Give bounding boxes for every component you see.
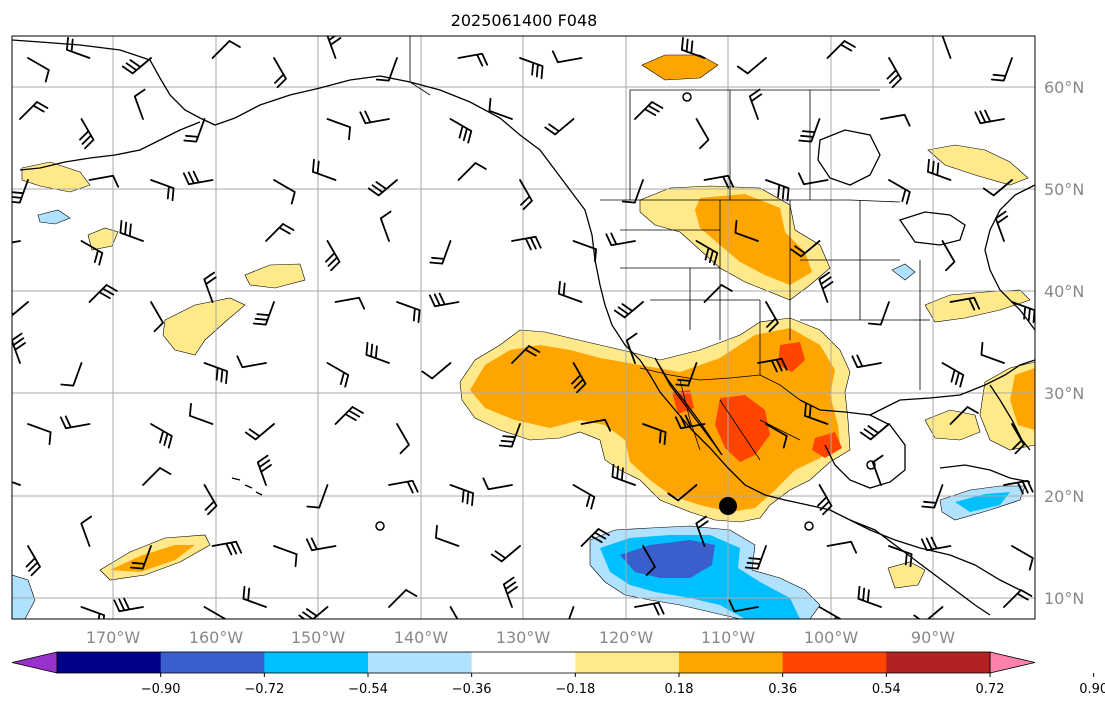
colorbar-label: −0.72	[244, 682, 284, 697]
colorbar-segment	[161, 652, 265, 673]
colorbar-segment	[575, 652, 679, 673]
colorbar-extend-high	[990, 652, 1035, 673]
lon-label: 140°W	[394, 628, 449, 647]
colorbar-label: 0.72	[976, 682, 1005, 697]
lon-label: 100°W	[804, 628, 859, 647]
lon-label: 90°W	[911, 628, 955, 647]
colorbar-label: −0.54	[348, 682, 388, 697]
colorbar-segment	[57, 652, 161, 673]
lat-label: 10°N	[1044, 589, 1084, 608]
lon-label: 120°W	[599, 628, 654, 647]
lat-label: 20°N	[1044, 487, 1084, 506]
colorbar-segment	[368, 652, 472, 673]
lon-label: 170°W	[86, 628, 141, 647]
lon-label: 160°W	[189, 628, 244, 647]
colorbar-label: −0.18	[555, 682, 595, 697]
lat-label: 40°N	[1044, 282, 1084, 301]
map-panel	[0, 29, 1035, 637]
colorbar-label: 0.18	[665, 682, 694, 697]
map-figure: 2025061400 F048	[0, 0, 1105, 712]
center-marker	[719, 497, 737, 515]
colorbar-label: 0.36	[768, 682, 797, 697]
colorbar-segment	[679, 652, 783, 673]
lon-label: 110°W	[701, 628, 756, 647]
colorbar-label: 0.54	[872, 682, 901, 697]
colorbar-segment	[472, 652, 576, 673]
map-title: 2025061400 F048	[451, 11, 598, 30]
colorbar-extend-low	[12, 652, 57, 673]
lat-label: 60°N	[1044, 78, 1084, 97]
lat-label: 30°N	[1044, 384, 1084, 403]
lon-label: 130°W	[496, 628, 551, 647]
colorbar-label: −0.90	[141, 682, 181, 697]
colorbar-segment	[264, 652, 368, 673]
colorbar-segment	[886, 652, 990, 673]
lon-label: 150°W	[291, 628, 346, 647]
longitude-labels: 170°W 160°W 150°W 140°W 130°W 120°W 110°…	[86, 628, 955, 647]
colorbar: −0.90 −0.72 −0.54 −0.36 −0.18 0.18 0.36 0.54 0.7…	[12, 652, 1105, 697]
colorbar-label: 0.90	[1079, 682, 1105, 697]
latitude-labels: 60°N 50°N 40°N 30°N 20°N 10°N	[1044, 78, 1084, 608]
lat-label: 50°N	[1044, 180, 1084, 199]
colorbar-label: −0.36	[452, 682, 492, 697]
colorbar-segment	[783, 652, 887, 673]
